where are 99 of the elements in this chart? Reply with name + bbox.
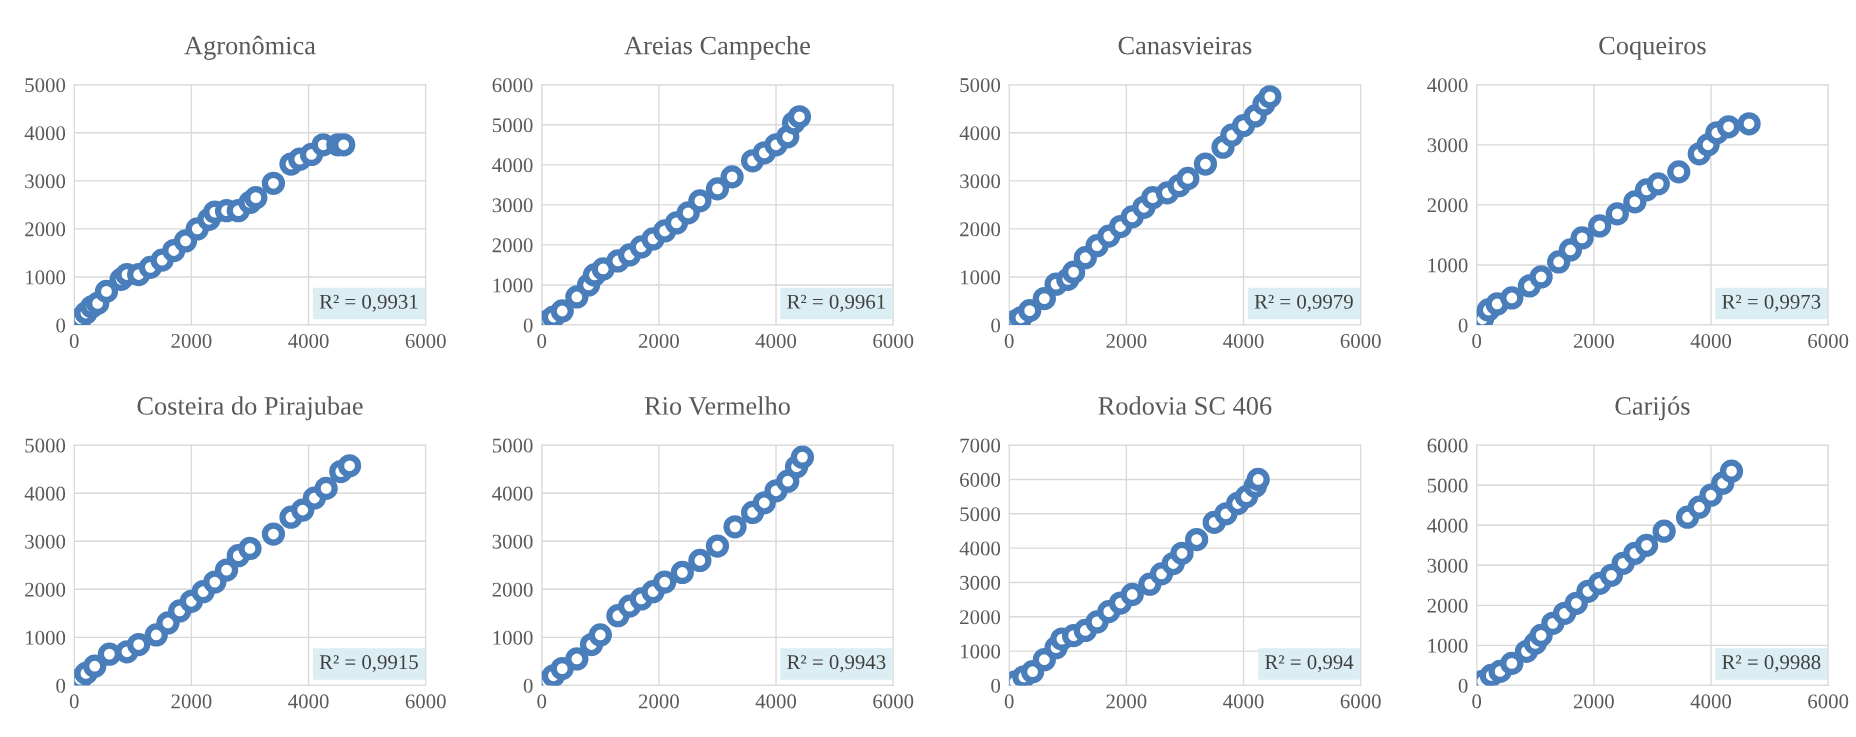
y-tick-label: 3000 xyxy=(960,575,1001,590)
y-tick-label: 0 xyxy=(1458,678,1468,693)
x-tick-label: 2000 xyxy=(1106,694,1147,709)
y-tick-label: 4000 xyxy=(1427,78,1468,93)
annotation: R² = 0,9973 xyxy=(1722,294,1821,312)
y-tick-label: 0 xyxy=(523,318,533,333)
chart-title: Areias Campeche xyxy=(624,35,810,60)
y-tick-label: 4000 xyxy=(959,541,1001,556)
y-tick-label: 5000 xyxy=(25,78,66,93)
x-tick-label: 2000 xyxy=(638,694,679,709)
x-tick-label: 2000 xyxy=(1573,694,1614,709)
x-tick-label: 4000 xyxy=(288,694,329,709)
x-tick-label: 2000 xyxy=(1573,333,1614,349)
x-tick-label: 0 xyxy=(537,333,547,349)
y-tick-label: 5000 xyxy=(960,507,1001,522)
y-tick-label: 3000 xyxy=(1427,558,1468,573)
y-tick-label: 2000 xyxy=(492,238,533,253)
y-tick-label: 5000 xyxy=(25,438,66,453)
annotation: R² = 0,9931 xyxy=(319,294,418,312)
y-tick-label: 1000 xyxy=(26,630,66,645)
y-tick-label: 5000 xyxy=(492,438,533,453)
y-tick-label: 3000 xyxy=(1427,138,1468,153)
x-tick-label: 6000 xyxy=(1808,333,1849,349)
chart-title: Coqueiros xyxy=(1599,36,1706,60)
y-tick-label: 3000 xyxy=(492,198,533,213)
x-tick-label: 6000 xyxy=(405,333,446,349)
x-tick-label: 4000 xyxy=(1223,694,1264,709)
x-tick-label: 2000 xyxy=(171,333,212,349)
x-tick-label: 6000 xyxy=(405,694,446,709)
y-tick-label: 3000 xyxy=(492,534,533,549)
annotation: R² = 0,9988 xyxy=(1722,655,1821,673)
y-tick-label: 1000 xyxy=(1428,258,1468,273)
x-tick-label: 4000 xyxy=(755,694,797,709)
x-tick-label: 4000 xyxy=(755,333,797,349)
chart-title: Costeira do Pirajubae xyxy=(137,396,363,421)
y-tick-label: 2000 xyxy=(960,222,1001,237)
y-tick-label: 2000 xyxy=(25,582,66,597)
chart-title: Agronômica xyxy=(184,35,316,60)
y-tick-label: 4000 xyxy=(1427,518,1468,533)
y-tick-label: 4000 xyxy=(959,126,1001,141)
y-tick-label: 0 xyxy=(991,678,1001,693)
y-tick-label: 0 xyxy=(56,678,66,693)
y-tick-label: 2000 xyxy=(1427,198,1468,213)
y-tick-label: 2000 xyxy=(25,222,66,237)
x-tick-label: 0 xyxy=(1004,694,1014,709)
y-tick-label: 1000 xyxy=(961,270,1001,285)
y-tick-label: 2000 xyxy=(1427,598,1468,613)
y-tick-label: 6000 xyxy=(492,78,533,93)
y-tick-label: 5000 xyxy=(492,118,533,133)
y-tick-label: 5000 xyxy=(960,78,1001,93)
x-tick-label: 6000 xyxy=(873,333,914,349)
y-tick-label: 1000 xyxy=(1428,638,1468,653)
y-tick-label: 4000 xyxy=(24,486,66,501)
x-tick-label: 4000 xyxy=(1690,694,1732,709)
x-tick-label: 4000 xyxy=(288,333,329,349)
y-tick-label: 2000 xyxy=(960,610,1001,625)
y-tick-label: 4000 xyxy=(492,158,533,173)
y-tick-label: 0 xyxy=(523,678,533,693)
y-tick-label: 6000 xyxy=(960,472,1001,487)
x-tick-label: 0 xyxy=(1472,333,1482,349)
y-tick-label: 5000 xyxy=(1427,478,1468,493)
x-tick-label: 0 xyxy=(69,694,79,709)
x-tick-label: 6000 xyxy=(1340,333,1381,349)
x-tick-label: 6000 xyxy=(1340,694,1381,709)
x-tick-label: 2000 xyxy=(1106,333,1147,349)
x-tick-label: 2000 xyxy=(638,333,679,349)
y-tick-label: 1000 xyxy=(961,644,1001,659)
chart-title: Canasvieiras xyxy=(1118,36,1252,55)
annotation: R² = 0,9979 xyxy=(1254,294,1353,312)
y-tick-label: 4000 xyxy=(492,486,533,501)
y-tick-label: 2000 xyxy=(492,582,533,597)
annotation: R² = 0,9943 xyxy=(787,655,886,673)
y-tick-label: 3000 xyxy=(25,174,66,189)
y-tick-label: 6000 xyxy=(1427,438,1468,453)
x-tick-label: 0 xyxy=(1472,694,1482,709)
x-tick-label: 0 xyxy=(69,333,79,349)
annotation: R² = 0,9961 xyxy=(787,294,885,312)
x-tick-label: 4000 xyxy=(1223,333,1264,349)
x-tick-label: 6000 xyxy=(1808,694,1849,709)
y-tick-label: 0 xyxy=(991,318,1001,333)
y-tick-label: 0 xyxy=(1458,318,1468,333)
y-tick-label: 0 xyxy=(56,318,66,333)
x-tick-label: 4000 xyxy=(1690,333,1732,349)
chart-title: Rio Vermelho xyxy=(644,396,790,415)
x-tick-label: 0 xyxy=(537,694,547,709)
y-tick-label: 1000 xyxy=(26,270,66,285)
y-tick-label: 1000 xyxy=(493,630,533,645)
x-tick-label: 0 xyxy=(1004,333,1014,349)
x-tick-label: 6000 xyxy=(873,694,914,709)
annotation: R² = 0,9915 xyxy=(319,655,418,673)
annotation: R² = 0,994 xyxy=(1265,655,1354,673)
y-tick-label: 3000 xyxy=(25,534,66,549)
y-tick-label: 7000 xyxy=(960,438,1001,453)
chart-title: Carijós xyxy=(1615,396,1690,421)
y-tick-label: 3000 xyxy=(960,174,1001,189)
y-tick-label: 4000 xyxy=(24,126,66,141)
x-tick-label: 2000 xyxy=(171,694,212,709)
y-tick-label: 1000 xyxy=(493,278,533,293)
chart-title: Rodovia SC 406 xyxy=(1098,396,1272,415)
